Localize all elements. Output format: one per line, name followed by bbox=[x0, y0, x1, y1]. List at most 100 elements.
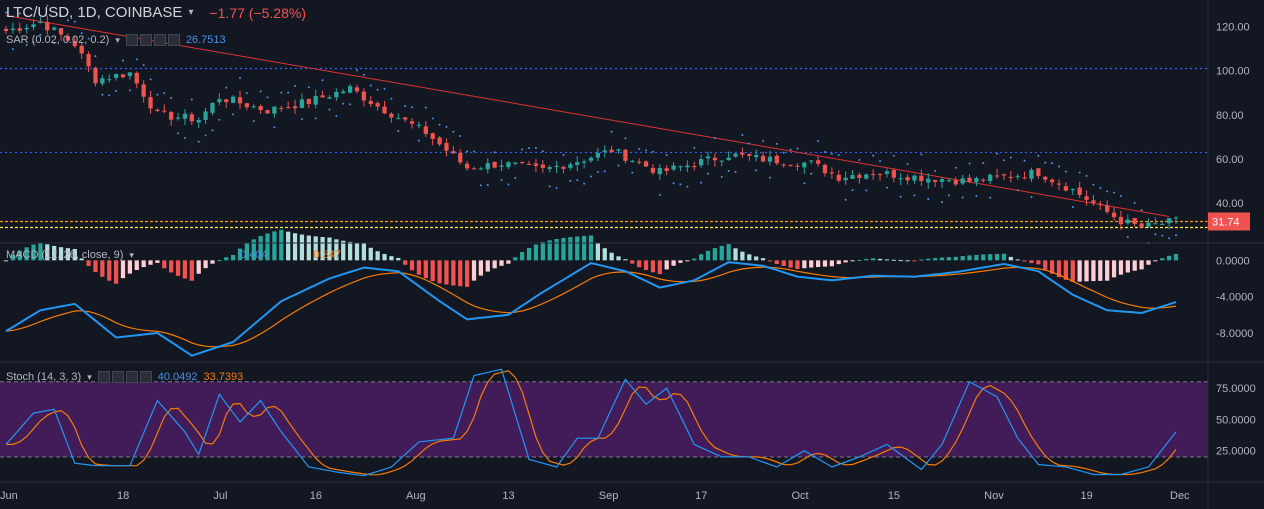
sar-dot bbox=[60, 14, 63, 17]
sar-dot bbox=[390, 97, 393, 100]
candle bbox=[423, 126, 428, 135]
sar-dot bbox=[1106, 190, 1109, 193]
macd-histogram-bar bbox=[712, 248, 718, 261]
close-icon[interactable] bbox=[153, 34, 166, 46]
sar-label[interactable]: SAR (0.02, 0.02, 0.2) bbox=[6, 34, 110, 46]
stoch-legend[interactable]: Stoch (14, 3, 3) ▾ 40.0492 33.7393 bbox=[6, 371, 243, 383]
candle bbox=[279, 107, 284, 109]
sar-dot bbox=[1085, 174, 1088, 177]
sar-dot bbox=[1113, 191, 1116, 194]
candle bbox=[265, 110, 270, 114]
more-icon[interactable] bbox=[167, 34, 180, 46]
candle bbox=[1049, 179, 1055, 183]
sar-dot bbox=[411, 106, 414, 109]
macd-histogram-bar bbox=[403, 260, 408, 265]
macd-histogram-bar bbox=[946, 257, 952, 261]
candle bbox=[430, 133, 435, 139]
sar-dot bbox=[307, 86, 310, 89]
macd-histogram-bar bbox=[526, 247, 532, 261]
sar-dot bbox=[452, 130, 455, 133]
symbol-title[interactable]: LTC/USD, 1D, COINBASE bbox=[6, 4, 183, 21]
macd-histogram-bar bbox=[1029, 260, 1034, 264]
macd-histogram-bar bbox=[905, 260, 910, 262]
stoch-label[interactable]: Stoch (14, 3, 3) bbox=[6, 371, 82, 383]
macd-histogram-bar bbox=[1036, 260, 1041, 265]
macd-histogram-bar bbox=[272, 231, 277, 261]
chevron-down-icon[interactable]: ▾ bbox=[115, 34, 120, 45]
candle bbox=[354, 87, 360, 92]
chevron-down-icon[interactable]: ▾ bbox=[129, 249, 134, 260]
eye-icon[interactable] bbox=[125, 34, 138, 46]
sar-dot bbox=[135, 58, 138, 61]
macd-histogram-bar bbox=[650, 260, 656, 273]
chevron-down-icon[interactable]: ▾ bbox=[188, 7, 194, 18]
candle bbox=[52, 27, 57, 30]
sar-dot bbox=[762, 139, 765, 142]
candle bbox=[1077, 187, 1082, 195]
indicator-buttons[interactable] bbox=[97, 371, 152, 383]
sar-dot bbox=[1051, 162, 1054, 165]
macd-tick-label: -8.0000 bbox=[1216, 328, 1253, 340]
symbol-header[interactable]: LTC/USD, 1D, COINBASE ▾ −1.77 (−5.28%) bbox=[6, 4, 306, 21]
sar-dot bbox=[1168, 237, 1171, 240]
eye-icon[interactable] bbox=[97, 371, 110, 383]
candle bbox=[451, 151, 456, 154]
macd-legend[interactable]: MACD (12, 26, close, 9) ▾ 0.404 0.347 bbox=[6, 249, 341, 261]
sar-dot bbox=[514, 176, 517, 179]
candle bbox=[334, 91, 339, 98]
macd-histogram-bar bbox=[79, 258, 84, 261]
sar-legend[interactable]: SAR (0.02, 0.02, 0.2) ▾ 26.7513 bbox=[6, 34, 226, 46]
candle bbox=[230, 96, 236, 103]
candle bbox=[113, 74, 119, 78]
candle bbox=[251, 106, 256, 108]
candle bbox=[1029, 169, 1034, 179]
close-icon[interactable] bbox=[125, 371, 138, 383]
candle bbox=[802, 162, 807, 168]
macd-histogram-bar bbox=[568, 237, 573, 261]
macd-pane bbox=[3, 229, 1179, 357]
sar-dot bbox=[906, 162, 909, 165]
sar-dot bbox=[569, 179, 572, 182]
macd-histogram-bar bbox=[760, 258, 766, 261]
sar-dot bbox=[775, 142, 778, 145]
indicator-buttons[interactable] bbox=[125, 34, 180, 46]
candle bbox=[1153, 223, 1158, 225]
candle bbox=[919, 175, 924, 181]
macd-histogram-bar bbox=[547, 240, 552, 261]
gear-icon[interactable] bbox=[139, 34, 152, 46]
candle bbox=[705, 156, 711, 159]
sar-dot bbox=[590, 175, 592, 178]
macd-histogram-bar bbox=[65, 248, 71, 261]
candle bbox=[864, 174, 869, 179]
macd-histogram-bar bbox=[533, 244, 539, 261]
sar-dot bbox=[1161, 234, 1164, 237]
macd-histogram-bar bbox=[581, 235, 587, 261]
chevron-down-icon[interactable]: ▾ bbox=[87, 371, 92, 382]
sar-dot bbox=[404, 105, 407, 108]
more-icon[interactable] bbox=[139, 371, 152, 383]
candle bbox=[637, 161, 642, 163]
macd-histogram-bar bbox=[478, 260, 484, 276]
candle bbox=[396, 118, 401, 120]
candle bbox=[788, 164, 793, 166]
sar-dot bbox=[913, 194, 916, 197]
candle bbox=[182, 113, 188, 119]
candle bbox=[458, 152, 463, 163]
sar-dot bbox=[197, 140, 200, 143]
candle bbox=[320, 95, 325, 98]
macd-label[interactable]: MACD (12, 26, close, 9) bbox=[6, 249, 124, 261]
candle bbox=[196, 120, 201, 123]
x-tick-label: Sep bbox=[599, 490, 619, 502]
macd-histogram-bar bbox=[788, 260, 793, 268]
sar-dot bbox=[362, 73, 365, 76]
candle bbox=[884, 171, 890, 174]
macd-histogram-bar bbox=[898, 260, 903, 262]
macd-histogram-bar bbox=[643, 260, 649, 270]
candle bbox=[10, 28, 16, 31]
sar-dot bbox=[1071, 205, 1074, 208]
macd-histogram-bar bbox=[705, 250, 711, 261]
gear-icon[interactable] bbox=[111, 371, 124, 383]
sar-dot bbox=[748, 142, 751, 145]
macd-histogram-bar bbox=[341, 240, 346, 261]
candle bbox=[1132, 217, 1137, 224]
